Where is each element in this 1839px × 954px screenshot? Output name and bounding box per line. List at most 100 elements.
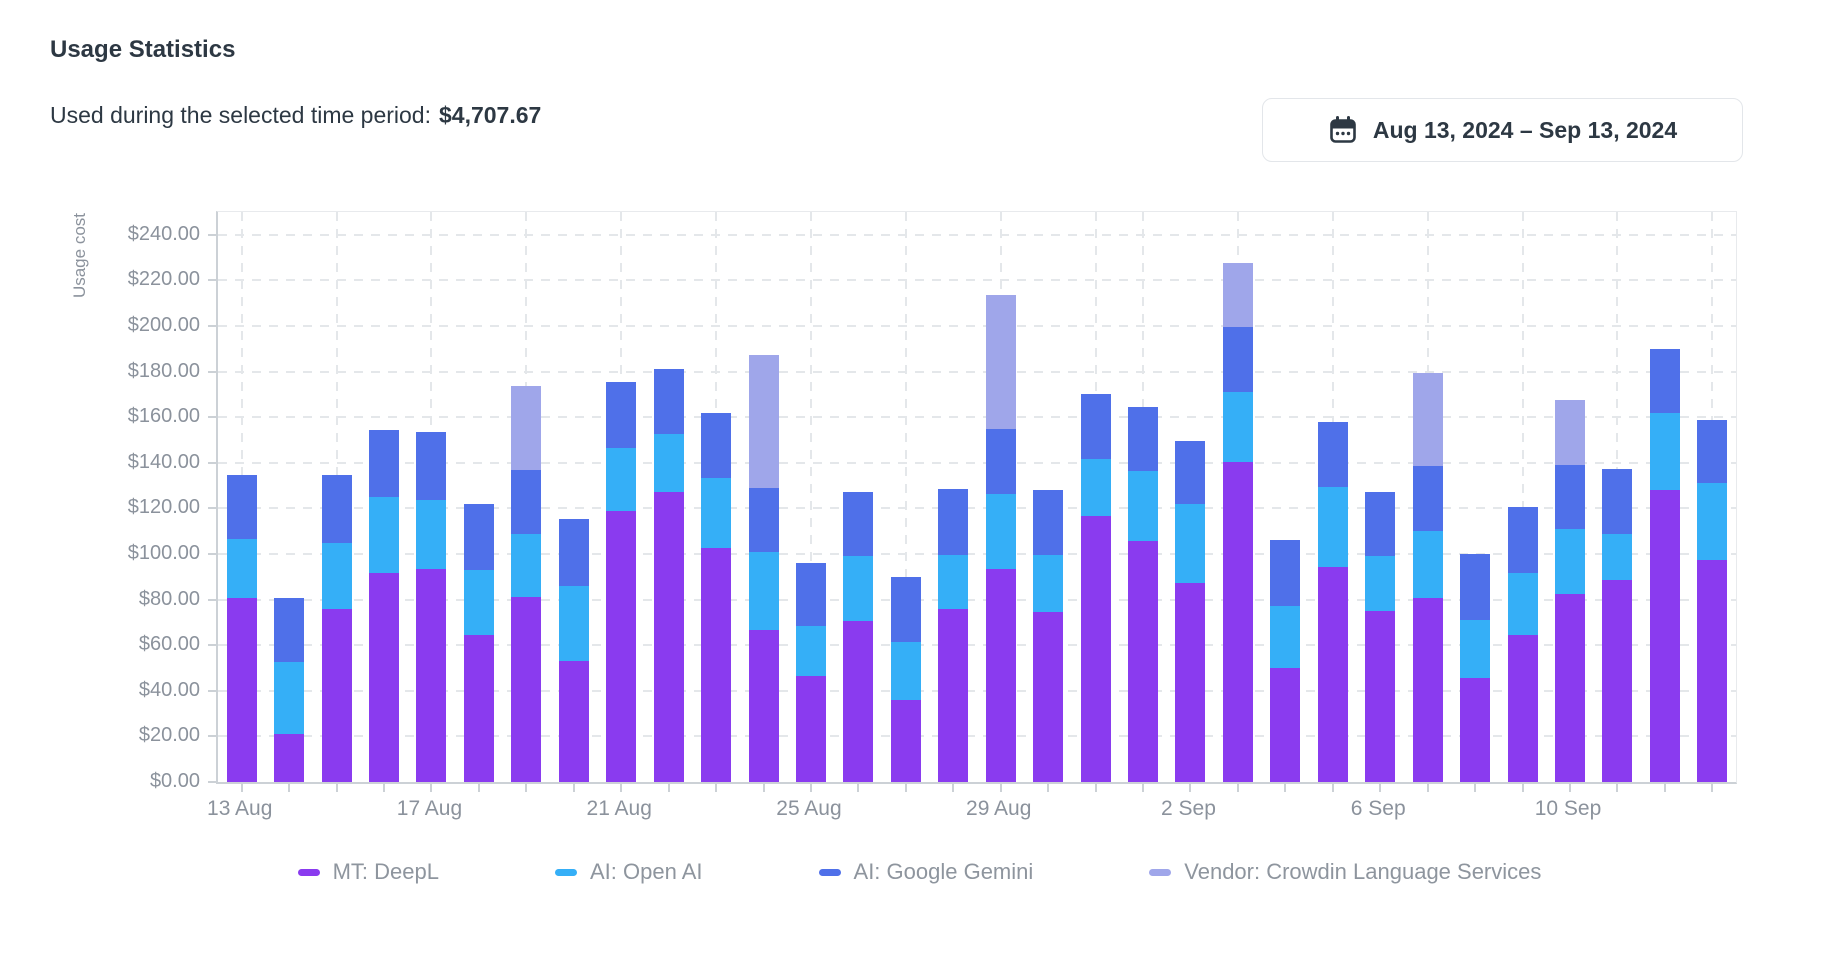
bar-segment-mt-deepl[interactable]: [1128, 541, 1159, 782]
bar-23-aug[interactable]: [701, 412, 732, 782]
bar-segment-mt-deepl[interactable]: [1365, 611, 1396, 782]
bar-segment-ai-open-ai[interactable]: [985, 493, 1016, 569]
bar-segment-mt-deepl[interactable]: [558, 661, 589, 782]
bar-segment-ai-open-ai[interactable]: [558, 585, 589, 662]
bar-segment-ai-open-ai[interactable]: [653, 434, 684, 493]
bar-segment-ai-google-gemini[interactable]: [463, 503, 494, 570]
bar-segment-ai-open-ai[interactable]: [843, 556, 874, 622]
bar-segment-ai-google-gemini[interactable]: [890, 576, 921, 642]
bar-segment-ai-open-ai[interactable]: [1222, 392, 1253, 462]
bar-9-sep[interactable]: [1507, 507, 1538, 782]
bar-segment-mt-deepl[interactable]: [463, 634, 494, 782]
legend-item-mt-deepl[interactable]: MT: DeepL: [297, 859, 439, 885]
bar-segment-mt-deepl[interactable]: [985, 568, 1016, 782]
bar-26-aug[interactable]: [843, 492, 874, 782]
bar-segment-ai-google-gemini[interactable]: [938, 489, 969, 556]
bar-segment-vendor-crowdin-language-services[interactable]: [511, 386, 542, 470]
bar-12-sep[interactable]: [1649, 348, 1680, 782]
bar-segment-ai-google-gemini[interactable]: [748, 487, 779, 552]
bar-segment-mt-deepl[interactable]: [1602, 580, 1633, 782]
legend-item-vendor-crowdin-language-services[interactable]: Vendor: Crowdin Language Services: [1149, 859, 1541, 885]
bar-segment-vendor-crowdin-language-services[interactable]: [1222, 263, 1253, 328]
bar-13-sep[interactable]: [1697, 419, 1728, 782]
bar-segment-ai-google-gemini[interactable]: [1175, 441, 1206, 504]
bar-segment-mt-deepl[interactable]: [1222, 461, 1253, 782]
bar-segment-ai-google-gemini[interactable]: [1080, 394, 1111, 460]
bar-segment-ai-google-gemini[interactable]: [1412, 466, 1443, 532]
bar-segment-ai-google-gemini[interactable]: [558, 518, 589, 586]
bar-segment-ai-open-ai[interactable]: [511, 533, 542, 598]
bar-segment-mt-deepl[interactable]: [701, 548, 732, 782]
bar-segment-ai-open-ai[interactable]: [463, 569, 494, 635]
bar-segment-vendor-crowdin-language-services[interactable]: [1412, 372, 1443, 467]
bar-segment-ai-google-gemini[interactable]: [985, 428, 1016, 494]
bar-20-aug[interactable]: [558, 518, 589, 782]
bar-31-aug[interactable]: [1080, 394, 1111, 782]
bar-segment-ai-google-gemini[interactable]: [1554, 465, 1585, 529]
bar-segment-ai-google-gemini[interactable]: [1697, 419, 1728, 484]
bar-segment-mt-deepl[interactable]: [226, 598, 257, 782]
bar-18-aug[interactable]: [463, 503, 494, 782]
bar-segment-ai-google-gemini[interactable]: [653, 369, 684, 435]
bar-segment-ai-open-ai[interactable]: [938, 555, 969, 609]
bar-21-aug[interactable]: [606, 381, 637, 782]
bar-segment-ai-open-ai[interactable]: [606, 448, 637, 511]
bar-segment-ai-google-gemini[interactable]: [1507, 507, 1538, 574]
bar-segment-ai-open-ai[interactable]: [1507, 573, 1538, 635]
bar-segment-vendor-crowdin-language-services[interactable]: [985, 295, 1016, 429]
bar-segment-mt-deepl[interactable]: [511, 597, 542, 782]
bar-segment-ai-open-ai[interactable]: [226, 539, 257, 599]
bar-segment-mt-deepl[interactable]: [1507, 634, 1538, 782]
bar-segment-ai-open-ai[interactable]: [1270, 606, 1301, 668]
bar-segment-mt-deepl[interactable]: [1649, 490, 1680, 782]
bar-segment-ai-open-ai[interactable]: [795, 625, 826, 676]
bar-10-sep[interactable]: [1554, 400, 1585, 782]
bar-segment-ai-google-gemini[interactable]: [1649, 348, 1680, 413]
bar-2-sep[interactable]: [1175, 441, 1206, 782]
bar-24-aug[interactable]: [748, 354, 779, 782]
bar-segment-ai-open-ai[interactable]: [1460, 620, 1491, 679]
bar-segment-mt-deepl[interactable]: [843, 621, 874, 782]
date-range-picker[interactable]: Aug 13, 2024 – Sep 13, 2024: [1262, 98, 1743, 162]
bar-segment-ai-open-ai[interactable]: [1128, 470, 1159, 542]
bar-1-sep[interactable]: [1128, 406, 1159, 782]
bar-19-aug[interactable]: [511, 386, 542, 782]
bar-segment-ai-open-ai[interactable]: [1554, 528, 1585, 594]
bar-27-aug[interactable]: [890, 576, 921, 782]
bar-segment-ai-open-ai[interactable]: [1649, 412, 1680, 491]
bar-segment-ai-google-gemini[interactable]: [1602, 468, 1633, 534]
legend-item-ai-open-ai[interactable]: AI: Open AI: [555, 859, 703, 885]
bar-5-sep[interactable]: [1317, 421, 1348, 782]
bar-16-aug[interactable]: [369, 429, 400, 782]
bar-segment-ai-google-gemini[interactable]: [1460, 554, 1491, 621]
bar-segment-ai-open-ai[interactable]: [1317, 486, 1348, 567]
bar-segment-ai-open-ai[interactable]: [369, 497, 400, 574]
bar-segment-ai-google-gemini[interactable]: [511, 469, 542, 534]
bar-13-aug[interactable]: [226, 475, 257, 782]
bar-7-sep[interactable]: [1412, 372, 1443, 782]
bar-29-aug[interactable]: [985, 295, 1016, 782]
bar-segment-ai-google-gemini[interactable]: [1365, 492, 1396, 557]
legend-item-ai-google-gemini[interactable]: AI: Google Gemini: [818, 859, 1033, 885]
bar-segment-ai-google-gemini[interactable]: [843, 492, 874, 557]
bar-segment-ai-google-gemini[interactable]: [321, 475, 352, 543]
bar-segment-mt-deepl[interactable]: [1554, 593, 1585, 782]
bar-30-aug[interactable]: [1033, 490, 1064, 782]
bar-segment-mt-deepl[interactable]: [1460, 678, 1491, 782]
bar-segment-mt-deepl[interactable]: [321, 608, 352, 782]
bar-segment-mt-deepl[interactable]: [416, 568, 447, 782]
bar-segment-ai-google-gemini[interactable]: [1270, 540, 1301, 607]
bar-segment-ai-open-ai[interactable]: [274, 662, 305, 735]
bar-segment-ai-open-ai[interactable]: [701, 477, 732, 549]
bar-3-sep[interactable]: [1222, 263, 1253, 782]
bar-segment-mt-deepl[interactable]: [369, 573, 400, 782]
bar-segment-mt-deepl[interactable]: [274, 734, 305, 782]
bar-11-sep[interactable]: [1602, 468, 1633, 782]
bar-segment-ai-open-ai[interactable]: [416, 500, 447, 569]
bar-segment-mt-deepl[interactable]: [748, 630, 779, 782]
bar-4-sep[interactable]: [1270, 540, 1301, 782]
bar-segment-ai-open-ai[interactable]: [1365, 556, 1396, 611]
bar-8-sep[interactable]: [1460, 554, 1491, 782]
bar-segment-ai-google-gemini[interactable]: [1317, 421, 1348, 487]
bar-segment-mt-deepl[interactable]: [1270, 668, 1301, 782]
